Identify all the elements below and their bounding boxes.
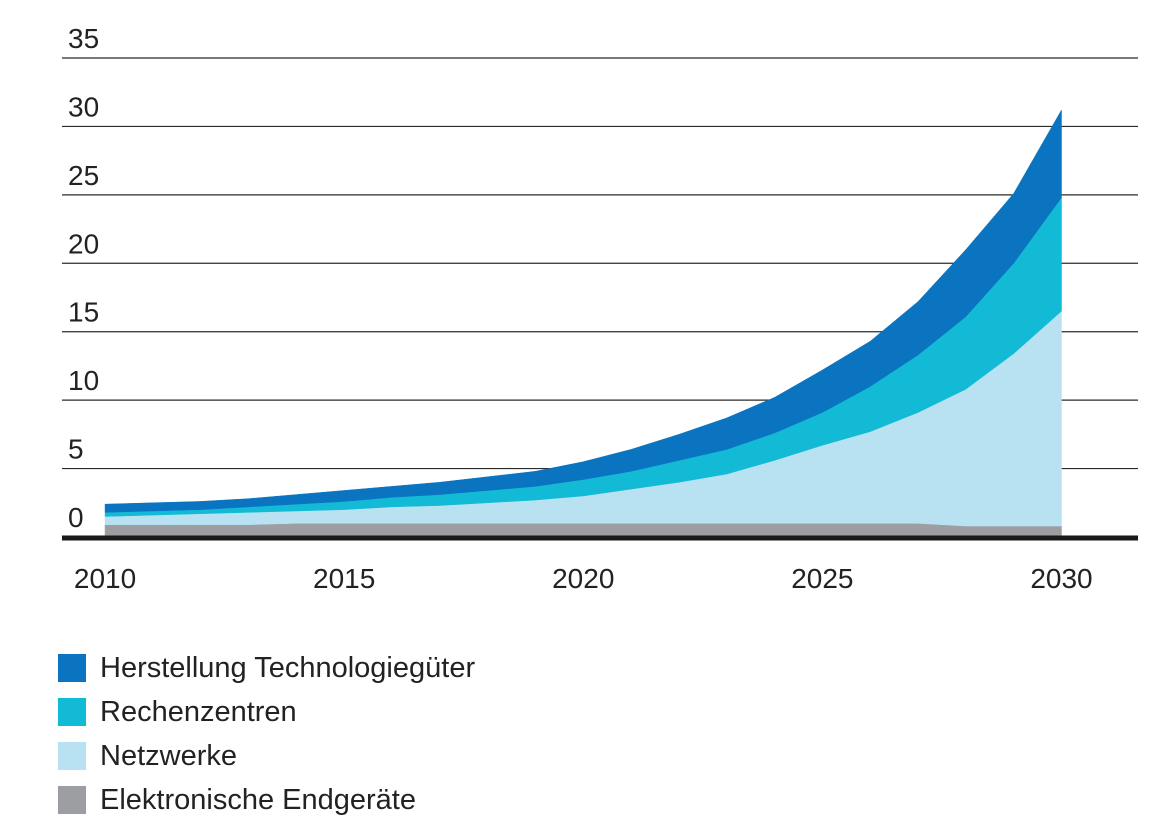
legend-label: Netzwerke — [100, 740, 237, 772]
y-tick-label-20: 20 — [68, 228, 99, 259]
x-tick-label-2015: 2015 — [313, 563, 375, 594]
y-tick-label-35: 35 — [68, 23, 99, 54]
legend-item-herstellung-technologieg-ter: Herstellung Technologiegüter — [58, 646, 475, 690]
y-tick-label-15: 15 — [68, 297, 99, 328]
area-series-elektronische-endger-te — [104, 523, 1062, 538]
area-series-herstellung-technologieg-ter — [104, 109, 1062, 513]
x-tick-label-2025: 2025 — [791, 563, 853, 594]
legend-swatch — [58, 786, 86, 814]
y-axis-tick-labels: 0 5 10 15 20 25 30 35 — [68, 23, 99, 533]
y-tick-label-10: 10 — [68, 365, 99, 396]
y-tick-label-25: 25 — [68, 160, 99, 191]
legend-label: Herstellung Technologiegüter — [100, 652, 476, 684]
x-tick-label-2020: 2020 — [552, 563, 614, 594]
legend: Herstellung Technologiegüter Rechenzentre… — [58, 646, 475, 822]
legend-item-netzwerke: Netzwerke — [58, 734, 475, 778]
legend-item-rechenzentren: Rechenzentren — [58, 690, 475, 734]
legend-swatch — [58, 698, 86, 726]
legend-label: Rechenzentren — [100, 696, 297, 728]
x-tick-label-2030: 2030 — [1030, 563, 1092, 594]
legend-label: Elektronische Endgeräte — [100, 784, 416, 816]
legend-swatch — [58, 742, 86, 770]
y-tick-label-0: 0 — [68, 502, 84, 533]
stacked-areas — [104, 109, 1062, 538]
gridlines — [62, 57, 1138, 470]
y-tick-label-5: 5 — [68, 434, 84, 465]
x-tick-label-2010: 2010 — [74, 563, 136, 594]
legend-item-elektronische-endger-te: Elektronische Endgeräte — [58, 778, 475, 822]
x-axis-tick-labels: 2010 2015 2020 2025 2030 — [74, 563, 1093, 594]
y-tick-label-30: 30 — [68, 91, 99, 122]
legend-swatch — [58, 654, 86, 682]
